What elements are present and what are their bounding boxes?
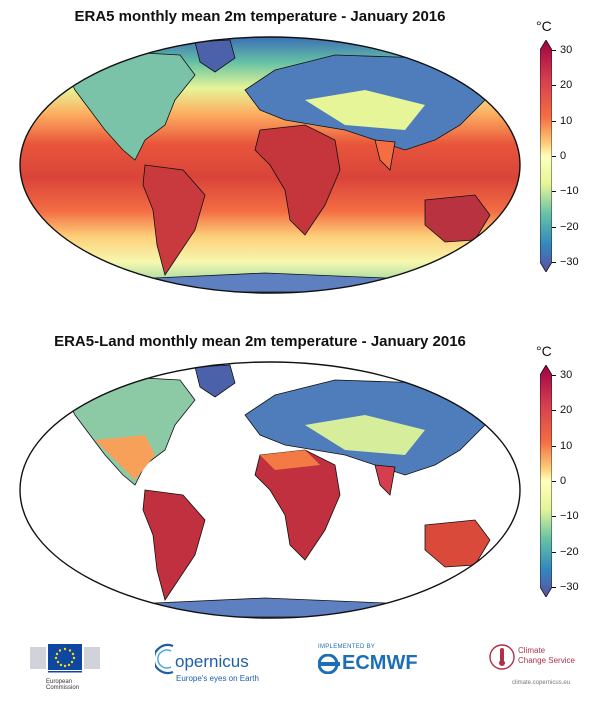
colorbar-tick-label: −30 [560, 581, 579, 593]
colorbar-tick-label: 10 [560, 439, 573, 452]
eu-commission-logo: European Commission [30, 644, 110, 700]
copernicus-logo: opernicus Europe's eyes on Earth [155, 642, 265, 692]
colorbar-tick-label: 20 [560, 404, 573, 417]
colorbar-era5-land [540, 365, 552, 597]
colorbar-tickmark [552, 262, 556, 263]
colorbar-tick-label: 0 [560, 150, 567, 162]
colorbar-tickmark [552, 156, 556, 157]
colorbar-tickmark [552, 445, 556, 447]
map-title-era5: ERA5 monthly mean 2m temperature - Janua… [74, 8, 446, 25]
colorbar-tick-label: 30 [560, 369, 573, 381]
colorbar-tick-label: 0 [560, 475, 567, 487]
map-title-era5-land: ERA5-Land monthly mean 2m temperature - … [54, 333, 466, 350]
colorbar-tickmark [552, 481, 556, 482]
eu-text-1: European [46, 679, 73, 685]
antarctica-shape [64, 597, 486, 618]
c3s-line2: Change Service [518, 656, 575, 665]
colorbar-tick-label: −20 [560, 545, 579, 558]
colorbar-tickmark [552, 226, 556, 228]
ecmwf-implemented: IMPLEMENTED BY [318, 644, 376, 650]
colorbar-tickmark [552, 85, 556, 87]
globe-era5 [19, 36, 521, 294]
south-america-shape [142, 164, 206, 276]
greenland-shape [194, 39, 236, 73]
africa-shape [254, 124, 341, 236]
colorbar-tick-label: 30 [560, 44, 573, 56]
north-america-shape [64, 51, 196, 161]
antarctica-shape [64, 272, 486, 293]
colorbar-tickmark [552, 50, 556, 51]
colorbar-tickmark [552, 375, 556, 376]
greenland-shape [194, 364, 236, 398]
c3s-url: climate.copernicus.eu [512, 680, 571, 686]
colorbar-tick-label: 20 [560, 79, 573, 92]
colorbar-tick-label: −20 [560, 220, 579, 233]
colorbar-tick-label: 10 [560, 114, 573, 127]
colorbar-tickmark [552, 516, 556, 518]
c3s-line1: Climate [518, 646, 546, 655]
colorbar-tick-label: −10 [560, 510, 579, 523]
colorbar-tickmark [552, 410, 556, 412]
colorbar-tickmark [552, 587, 556, 588]
logo-bar: European Commission opernicus Europe's e… [0, 630, 600, 700]
colorbar-tick-label: −10 [560, 185, 579, 198]
colorbar-unit-era5: °C [536, 18, 552, 34]
colorbar-tickmark [552, 120, 556, 122]
c3s-logo: Climate Change Service climate.copernicu… [488, 640, 598, 695]
colorbar-unit-era5-land: °C [536, 343, 552, 359]
globe-era5-land [19, 361, 521, 619]
colorbar-era5 [540, 40, 552, 272]
ecmwf-logo: IMPLEMENTED BY ECMWF [318, 644, 438, 684]
colorbar-tick-label: −30 [560, 256, 579, 268]
copernicus-name: opernicus [175, 652, 249, 671]
colorbar-tickmark [552, 191, 556, 193]
africa-shape [254, 449, 341, 561]
colorbar-tickmark [552, 551, 556, 553]
copernicus-tagline: Europe's eyes on Earth [176, 674, 259, 683]
ecmwf-name: ECMWF [342, 652, 418, 674]
south-america-shape [142, 489, 206, 601]
eu-text-2: Commission [46, 685, 80, 691]
